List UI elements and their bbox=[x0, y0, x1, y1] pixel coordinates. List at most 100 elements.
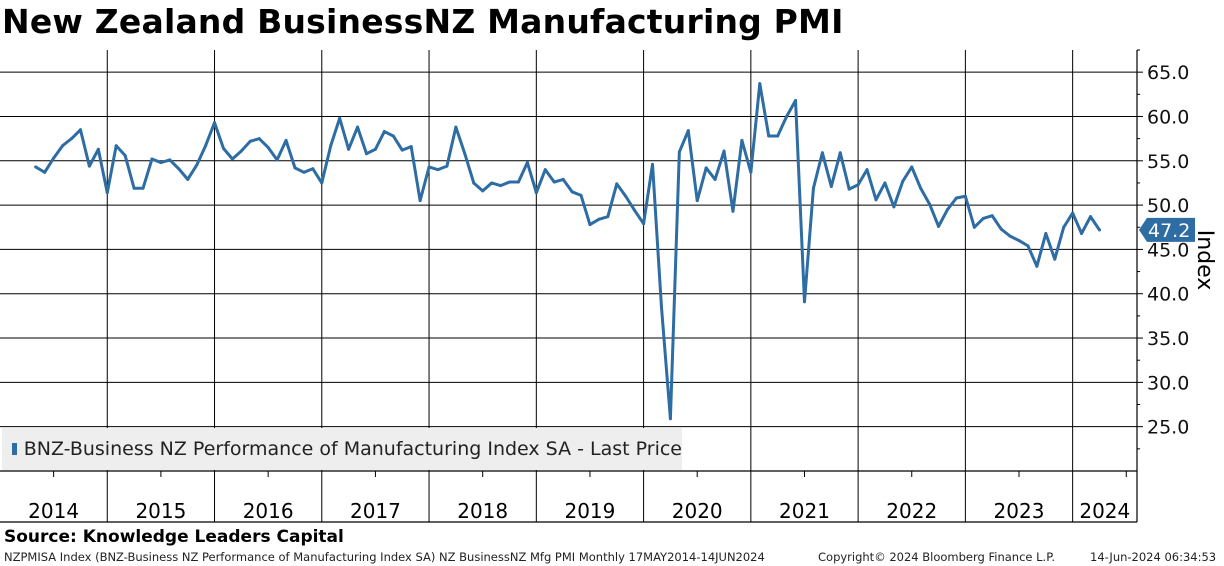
data-point bbox=[677, 150, 681, 154]
data-point bbox=[311, 167, 315, 171]
data-point bbox=[463, 152, 467, 156]
data-point bbox=[1044, 231, 1048, 235]
data-point bbox=[946, 208, 949, 212]
year-label: 2017 bbox=[350, 499, 401, 523]
y-axis-ticks: 65.0 60.0 55.0 50.0 45.0 40.0 35.0 30.0 25.0 bbox=[1137, 49, 1189, 450]
data-point bbox=[257, 137, 261, 141]
data-point bbox=[802, 300, 806, 304]
data-point bbox=[96, 147, 100, 151]
year-label: 2018 bbox=[457, 499, 508, 523]
source-note: Source: Knowledge Leaders Capital bbox=[4, 527, 344, 547]
data-point bbox=[856, 183, 860, 187]
data-point bbox=[516, 180, 520, 184]
data-point bbox=[150, 157, 154, 161]
data-point bbox=[230, 157, 234, 161]
year-label: 2014 bbox=[28, 499, 79, 523]
data-point bbox=[373, 147, 377, 151]
data-point bbox=[114, 144, 118, 148]
data-point bbox=[52, 156, 56, 160]
data-point bbox=[195, 163, 199, 167]
y-tick-label: 60.0 bbox=[1147, 106, 1189, 128]
data-point bbox=[999, 227, 1003, 231]
data-point bbox=[1053, 257, 1057, 261]
data-point bbox=[123, 153, 127, 157]
data-point bbox=[34, 165, 38, 169]
data-point bbox=[445, 164, 449, 168]
data-point bbox=[78, 128, 82, 132]
data-point bbox=[239, 149, 243, 153]
x-axis-year-labels: 2014 2015 2016 2017 2018 2019 2020 2021 2022 2023… bbox=[28, 499, 1130, 523]
data-point bbox=[838, 151, 842, 155]
data-point bbox=[400, 148, 404, 152]
y-tick-label: 40.0 bbox=[1147, 284, 1189, 306]
data-point bbox=[561, 177, 565, 181]
data-point bbox=[186, 177, 190, 181]
data-point bbox=[364, 152, 368, 156]
data-point bbox=[588, 223, 592, 227]
data-point bbox=[302, 170, 306, 174]
data-point bbox=[865, 168, 869, 172]
data-point bbox=[928, 202, 932, 206]
last-price-badge-group: 47.2 bbox=[1139, 217, 1195, 242]
last-price-badge bbox=[1139, 217, 1195, 242]
data-point bbox=[624, 194, 628, 198]
data-point bbox=[883, 181, 887, 185]
data-point bbox=[552, 180, 556, 184]
data-point bbox=[329, 144, 333, 148]
data-point bbox=[525, 161, 529, 165]
data-point bbox=[382, 130, 386, 134]
data-point bbox=[472, 181, 476, 185]
data-point bbox=[534, 191, 538, 195]
y-tick-label: 50.0 bbox=[1147, 195, 1189, 217]
data-point bbox=[543, 168, 547, 172]
data-point bbox=[659, 305, 663, 309]
data-point bbox=[811, 186, 815, 190]
data-point bbox=[248, 139, 252, 143]
data-point bbox=[454, 125, 458, 129]
data-point bbox=[481, 189, 485, 193]
legend-swatch bbox=[12, 443, 17, 455]
y-tick-label: 25.0 bbox=[1147, 417, 1189, 439]
data-point bbox=[749, 170, 753, 174]
footer-copyright: Copyright© 2024 Bloomberg Finance L.P. bbox=[818, 550, 1055, 564]
data-point bbox=[87, 164, 91, 168]
data-point bbox=[820, 151, 824, 155]
data-point bbox=[740, 138, 744, 142]
data-point bbox=[731, 209, 735, 213]
data-point bbox=[204, 144, 208, 148]
year-label: 2022 bbox=[886, 499, 937, 523]
year-label: 2016 bbox=[243, 499, 294, 523]
data-point bbox=[901, 179, 905, 183]
data-point bbox=[320, 181, 324, 185]
data-point bbox=[910, 165, 914, 169]
data-point bbox=[490, 181, 494, 185]
data-point bbox=[579, 193, 583, 197]
gridlines bbox=[0, 50, 1137, 471]
data-point bbox=[436, 168, 440, 172]
data-point bbox=[758, 82, 762, 86]
data-point bbox=[284, 138, 288, 142]
data-point bbox=[919, 186, 923, 190]
year-label: 2020 bbox=[672, 499, 723, 523]
data-point bbox=[892, 205, 896, 209]
data-point bbox=[356, 125, 360, 129]
data-point bbox=[990, 214, 994, 218]
data-point bbox=[43, 170, 47, 174]
legend: BNZ-Business NZ Performance of Manufactu… bbox=[2, 428, 682, 470]
year-label: 2019 bbox=[564, 499, 615, 523]
data-point bbox=[1097, 228, 1101, 232]
data-point bbox=[767, 134, 771, 138]
data-point bbox=[1026, 244, 1030, 248]
data-point bbox=[409, 145, 413, 149]
data-point bbox=[1080, 231, 1084, 235]
data-point bbox=[570, 190, 574, 194]
data-point bbox=[704, 166, 708, 170]
plot-frame bbox=[0, 50, 1138, 523]
last-price-label: 47.2 bbox=[1148, 220, 1190, 242]
data-point bbox=[847, 187, 851, 191]
data-point bbox=[1017, 239, 1021, 243]
data-point bbox=[668, 417, 672, 421]
data-point bbox=[1062, 225, 1066, 229]
data-point bbox=[177, 167, 181, 171]
y-tick-label: 55.0 bbox=[1147, 151, 1189, 173]
